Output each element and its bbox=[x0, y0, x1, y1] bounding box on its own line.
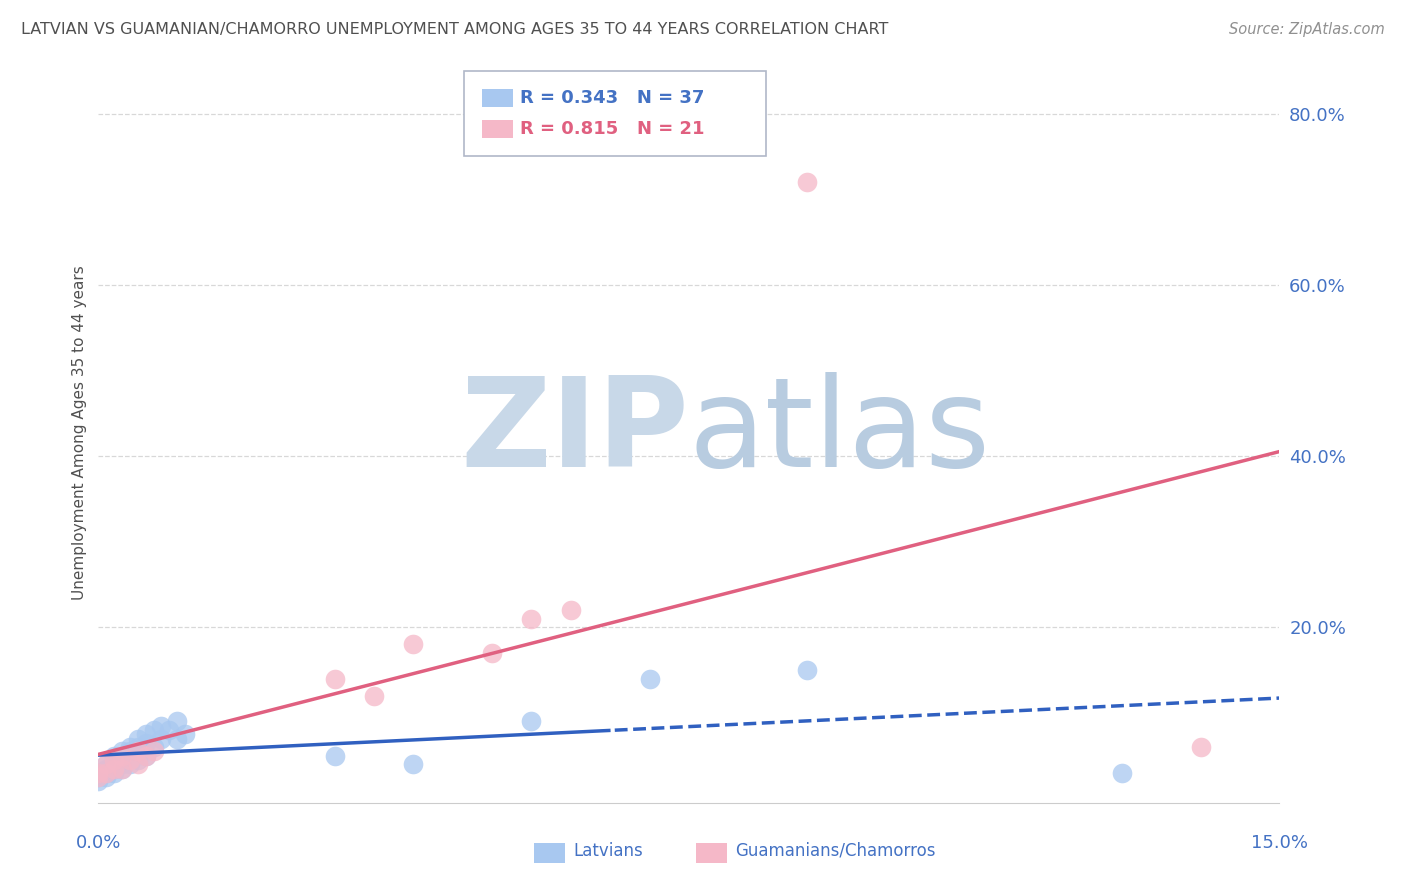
Point bbox=[118, 753, 141, 767]
Point bbox=[150, 731, 173, 746]
Text: LATVIAN VS GUAMANIAN/CHAMORRO UNEMPLOYMENT AMONG AGES 35 TO 44 YEARS CORRELATION: LATVIAN VS GUAMANIAN/CHAMORRO UNEMPLOYME… bbox=[21, 22, 889, 37]
Text: 0.0%: 0.0% bbox=[76, 834, 121, 852]
Point bbox=[1111, 765, 1133, 780]
Point bbox=[111, 762, 134, 776]
Text: R = 0.343   N = 37: R = 0.343 N = 37 bbox=[520, 89, 704, 107]
Text: Guamanians/Chamorros: Guamanians/Chamorros bbox=[735, 842, 936, 860]
Point bbox=[323, 672, 346, 686]
Point bbox=[127, 744, 149, 758]
Point bbox=[1189, 740, 1212, 755]
Point bbox=[103, 753, 125, 767]
Point bbox=[111, 762, 134, 776]
Point bbox=[103, 757, 125, 772]
Point bbox=[127, 757, 149, 772]
Point bbox=[150, 719, 173, 733]
Point bbox=[560, 603, 582, 617]
Point bbox=[118, 740, 141, 755]
Point bbox=[111, 757, 134, 772]
Point bbox=[135, 748, 157, 763]
Text: atlas: atlas bbox=[689, 372, 991, 493]
Point bbox=[796, 663, 818, 677]
Point bbox=[96, 757, 118, 772]
Point bbox=[96, 770, 118, 784]
Point bbox=[87, 774, 110, 789]
Point bbox=[96, 757, 118, 772]
Point bbox=[96, 765, 118, 780]
Point bbox=[127, 753, 149, 767]
Point bbox=[323, 748, 346, 763]
Point bbox=[111, 744, 134, 758]
Point bbox=[135, 748, 157, 763]
Point bbox=[520, 612, 543, 626]
Point bbox=[118, 757, 141, 772]
Point bbox=[363, 689, 385, 703]
Point bbox=[166, 731, 188, 746]
Point bbox=[103, 762, 125, 776]
Point bbox=[103, 748, 125, 763]
Point bbox=[520, 714, 543, 729]
Point bbox=[96, 765, 118, 780]
Point bbox=[481, 646, 503, 660]
Text: Latvians: Latvians bbox=[574, 842, 644, 860]
Point bbox=[111, 748, 134, 763]
Text: R = 0.815   N = 21: R = 0.815 N = 21 bbox=[520, 120, 704, 138]
Text: ZIP: ZIP bbox=[460, 372, 689, 493]
Point bbox=[127, 731, 149, 746]
Point bbox=[638, 672, 661, 686]
Point bbox=[174, 727, 197, 741]
Text: 15.0%: 15.0% bbox=[1251, 834, 1308, 852]
Point bbox=[135, 727, 157, 741]
Point bbox=[796, 175, 818, 189]
Point bbox=[96, 762, 118, 776]
Point bbox=[142, 723, 165, 737]
Point bbox=[402, 757, 425, 772]
Point bbox=[142, 744, 165, 758]
Y-axis label: Unemployment Among Ages 35 to 44 years: Unemployment Among Ages 35 to 44 years bbox=[72, 265, 87, 600]
Point bbox=[402, 637, 425, 651]
Point bbox=[127, 740, 149, 755]
Point bbox=[142, 740, 165, 755]
Point bbox=[87, 765, 110, 780]
Point bbox=[103, 765, 125, 780]
Text: Source: ZipAtlas.com: Source: ZipAtlas.com bbox=[1229, 22, 1385, 37]
Point bbox=[87, 765, 110, 780]
Point bbox=[87, 770, 110, 784]
Point bbox=[87, 770, 110, 784]
Point bbox=[166, 714, 188, 729]
Point bbox=[157, 723, 180, 737]
Point bbox=[103, 762, 125, 776]
Point bbox=[135, 736, 157, 750]
Point bbox=[118, 744, 141, 758]
